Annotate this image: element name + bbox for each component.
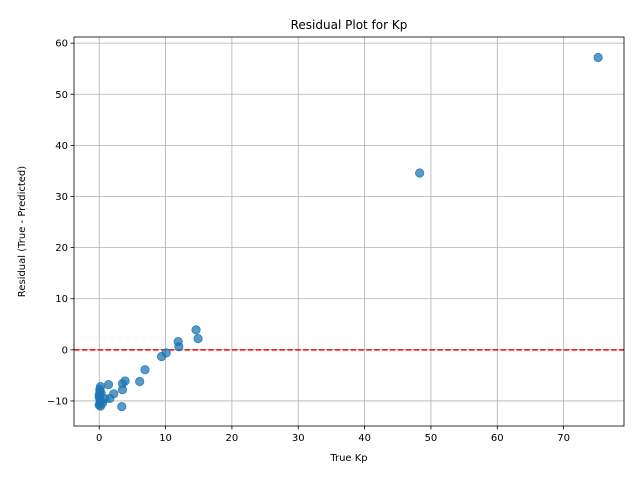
chart-title: Residual Plot for Kp bbox=[291, 18, 408, 32]
data-point bbox=[135, 376, 145, 387]
y-tick-label: 30 bbox=[55, 192, 68, 203]
scatter-points bbox=[94, 52, 603, 412]
data-point bbox=[593, 52, 603, 63]
x-tick-label: 30 bbox=[292, 433, 305, 444]
x-tick-label: 70 bbox=[557, 433, 570, 444]
y-tick-label: 60 bbox=[55, 39, 68, 50]
x-axis-ticks: 0 10 20 30 40 50 60 70 bbox=[96, 426, 570, 444]
y-tick-label: 40 bbox=[55, 141, 68, 152]
data-point bbox=[415, 168, 425, 178]
data-point bbox=[103, 379, 114, 390]
data-point bbox=[117, 385, 128, 395]
data-point bbox=[191, 325, 201, 335]
x-tick-label: 20 bbox=[226, 433, 239, 444]
y-tick-label: 10 bbox=[55, 294, 68, 305]
data-point bbox=[156, 351, 167, 362]
data-point bbox=[193, 333, 203, 344]
y-axis-label: Residual (True - Predicted) bbox=[17, 166, 28, 297]
data-point bbox=[95, 398, 105, 409]
data-point bbox=[117, 401, 127, 412]
x-tick-label: 40 bbox=[358, 433, 371, 444]
y-tick-label: 0 bbox=[62, 345, 68, 356]
y-tick-label: 50 bbox=[55, 90, 68, 101]
y-axis-ticks: −10 0 10 20 30 40 50 60 bbox=[47, 39, 74, 407]
y-tick-label: −10 bbox=[47, 396, 68, 407]
x-tick-label: 0 bbox=[96, 433, 102, 444]
x-axis-label: True Kp bbox=[329, 453, 367, 464]
plot-frame bbox=[73, 36, 625, 427]
data-point bbox=[140, 365, 150, 375]
data-point bbox=[174, 342, 184, 352]
data-point bbox=[96, 388, 106, 398]
x-tick-label: 60 bbox=[491, 433, 504, 444]
x-tick-label: 10 bbox=[159, 433, 172, 444]
x-tick-label: 50 bbox=[425, 433, 438, 444]
y-tick-label: 20 bbox=[55, 243, 68, 254]
